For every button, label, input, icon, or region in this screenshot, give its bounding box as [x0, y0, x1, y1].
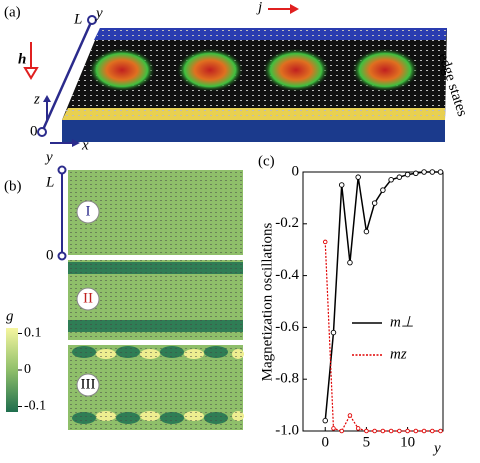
y-axis-title: Magnetization oscillations: [259, 222, 275, 381]
y-tick-label: -1.0: [275, 422, 299, 438]
y-tick-label: -0.2: [275, 215, 299, 231]
data-point: [388, 177, 394, 183]
skyrmion: [262, 48, 330, 92]
region-label: II: [83, 290, 93, 306]
panel-c: (c) Magnetization oscillations y 0 -0.2 -0…: [258, 153, 444, 456]
axis-y-label: y: [94, 5, 103, 21]
field-label: h: [18, 51, 26, 67]
panel-label: (a): [4, 4, 21, 20]
data-point: [380, 428, 386, 434]
data-point: [405, 428, 410, 434]
arrowhead: [290, 4, 299, 14]
axis-x-label: x: [81, 137, 89, 153]
data-point: [347, 259, 353, 266]
skyrmion: [176, 48, 244, 92]
colorbar: [6, 328, 18, 412]
data-point: [355, 426, 361, 431]
region-badge: [76, 200, 100, 224]
axis-origin: [37, 127, 47, 137]
panel-b: (b) y L 0 I II III g: [4, 149, 244, 430]
colorbar-tick-label: 0.1: [24, 326, 42, 341]
x-tick-label: 5: [363, 434, 371, 450]
data-point: [330, 329, 337, 336]
axis-z-label: z: [33, 91, 40, 107]
data-point: [380, 187, 386, 193]
legend-label: m⊥: [390, 314, 414, 330]
data-point: [338, 182, 345, 188]
y-axis-line: [40, 19, 94, 133]
colorbar-label: g: [6, 308, 14, 324]
series-line: [324, 171, 441, 421]
spin-grid: [62, 28, 447, 120]
data-point: [371, 200, 378, 206]
panel-label: (c): [258, 153, 275, 169]
data-point: [339, 428, 344, 434]
data-point: [355, 174, 361, 180]
series-line: [324, 241, 441, 432]
y-tick-label: 0: [292, 163, 300, 179]
y-tick-label: -0.6: [275, 319, 299, 335]
data-point: [364, 428, 369, 434]
region-label: I: [86, 203, 91, 219]
data-point: [413, 170, 419, 177]
region-label: III: [81, 376, 96, 392]
data-point: [372, 428, 377, 434]
arrowhead: [43, 95, 51, 102]
axis-y-label: y: [44, 149, 53, 165]
panel-a: (a) j h L y z 0 x edge states: [4, 0, 470, 153]
axis-origin: [57, 251, 67, 261]
panel-label: (b): [4, 178, 22, 194]
data-point: [421, 428, 427, 434]
x-axis-title: y: [432, 440, 441, 456]
skyrmion: [88, 48, 156, 92]
data-point: [363, 228, 370, 235]
data-point: [397, 428, 402, 434]
axis-top-label: L: [73, 11, 82, 27]
y-tick-label: -0.8: [275, 371, 299, 387]
data-point: [322, 417, 328, 424]
data-point: [437, 169, 444, 175]
data-point: [331, 426, 336, 431]
axis-end: [57, 165, 67, 175]
data-point: [388, 428, 394, 434]
arrowhead: [72, 139, 80, 147]
current-label: j: [256, 0, 262, 15]
data-point: [413, 428, 419, 434]
skyrmion: [351, 48, 419, 92]
x-tick-label: 10: [400, 434, 415, 450]
axis-end: [87, 15, 97, 25]
arrowhead: [23, 67, 39, 80]
data-point: [430, 428, 435, 434]
data-point: [421, 169, 427, 175]
colorbar-tick-label: 0: [24, 362, 31, 377]
data-point: [404, 171, 411, 178]
x-tick-label: 0: [321, 434, 329, 450]
colorbar-tick-label: -0.1: [24, 399, 46, 414]
axis-top-label: L: [45, 174, 54, 190]
origin-label: 0: [30, 123, 38, 139]
data-point: [396, 174, 403, 180]
origin-label: 0: [46, 247, 54, 263]
data-point: [322, 239, 328, 245]
legend-label: mz: [390, 346, 407, 362]
slab-front: [62, 120, 445, 142]
region-badge: [76, 287, 100, 311]
data-point: [347, 413, 353, 418]
data-point: [438, 428, 443, 434]
y-tick-label: -0.4: [275, 267, 299, 283]
data-point: [429, 169, 436, 175]
region-badge: [76, 373, 100, 397]
